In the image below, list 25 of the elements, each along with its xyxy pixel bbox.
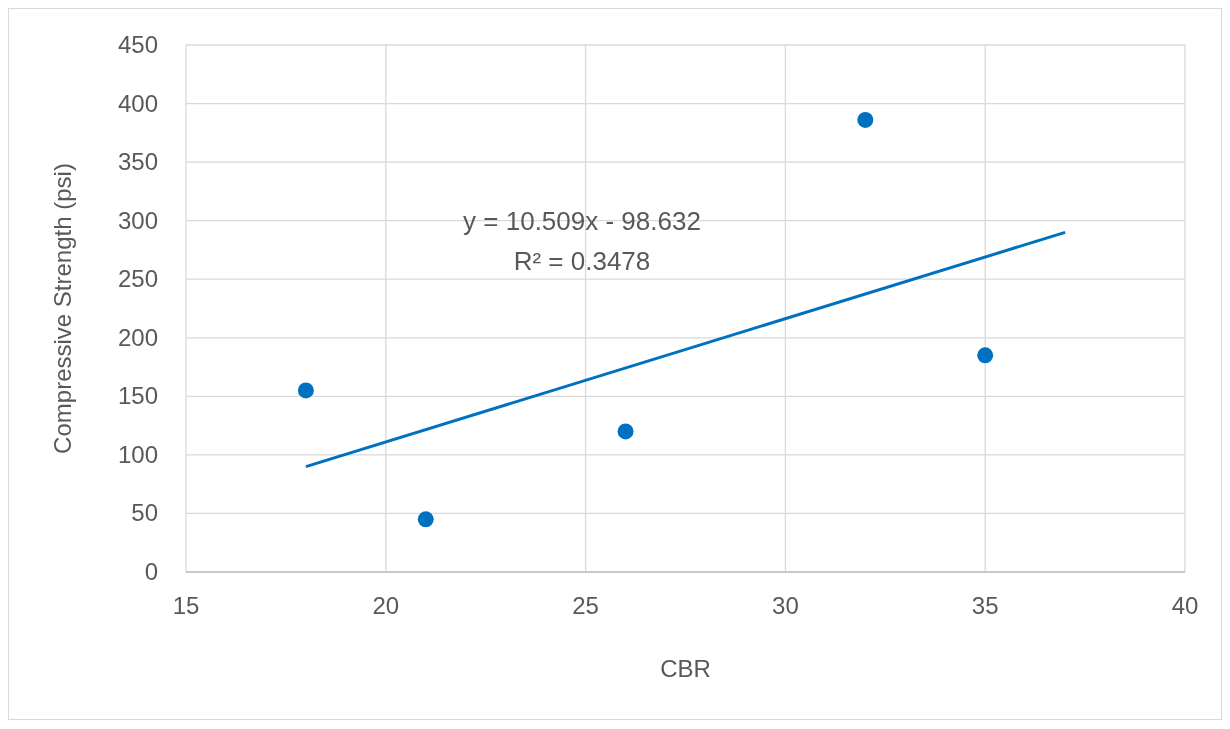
y-tick-label: 0 (144, 558, 158, 585)
y-tick-label: 450 (117, 31, 158, 58)
x-tick-label: 20 (372, 592, 400, 619)
y-tick-label: 400 (117, 89, 158, 117)
point (977, 347, 994, 364)
y-tick-label: 100 (117, 440, 158, 468)
x-tick-label: 40 (1171, 592, 1199, 619)
y-tick-label: 250 (117, 265, 158, 293)
point (857, 111, 874, 128)
y-tick-label: 350 (117, 148, 158, 176)
x-tick-label: 35 (971, 592, 999, 619)
y-tick-label: 300 (117, 206, 158, 234)
point (297, 382, 314, 399)
y-axis-title: Compressive Strength (psi) (49, 163, 76, 454)
y-tick-label: 150 (117, 382, 158, 410)
annotation: R² = 0.3478 (513, 246, 651, 276)
annotation: y = 10.509x - 98.632 (463, 206, 701, 236)
x-axis-title: CBR (660, 655, 711, 682)
y-tick-label: 200 (117, 323, 158, 351)
point (417, 511, 434, 528)
x-tick-label: 30 (772, 592, 799, 619)
x-tick-label: 25 (572, 592, 599, 619)
x-tick-label: 15 (172, 592, 200, 619)
point (617, 423, 634, 440)
y-tick-label: 50 (131, 499, 158, 527)
